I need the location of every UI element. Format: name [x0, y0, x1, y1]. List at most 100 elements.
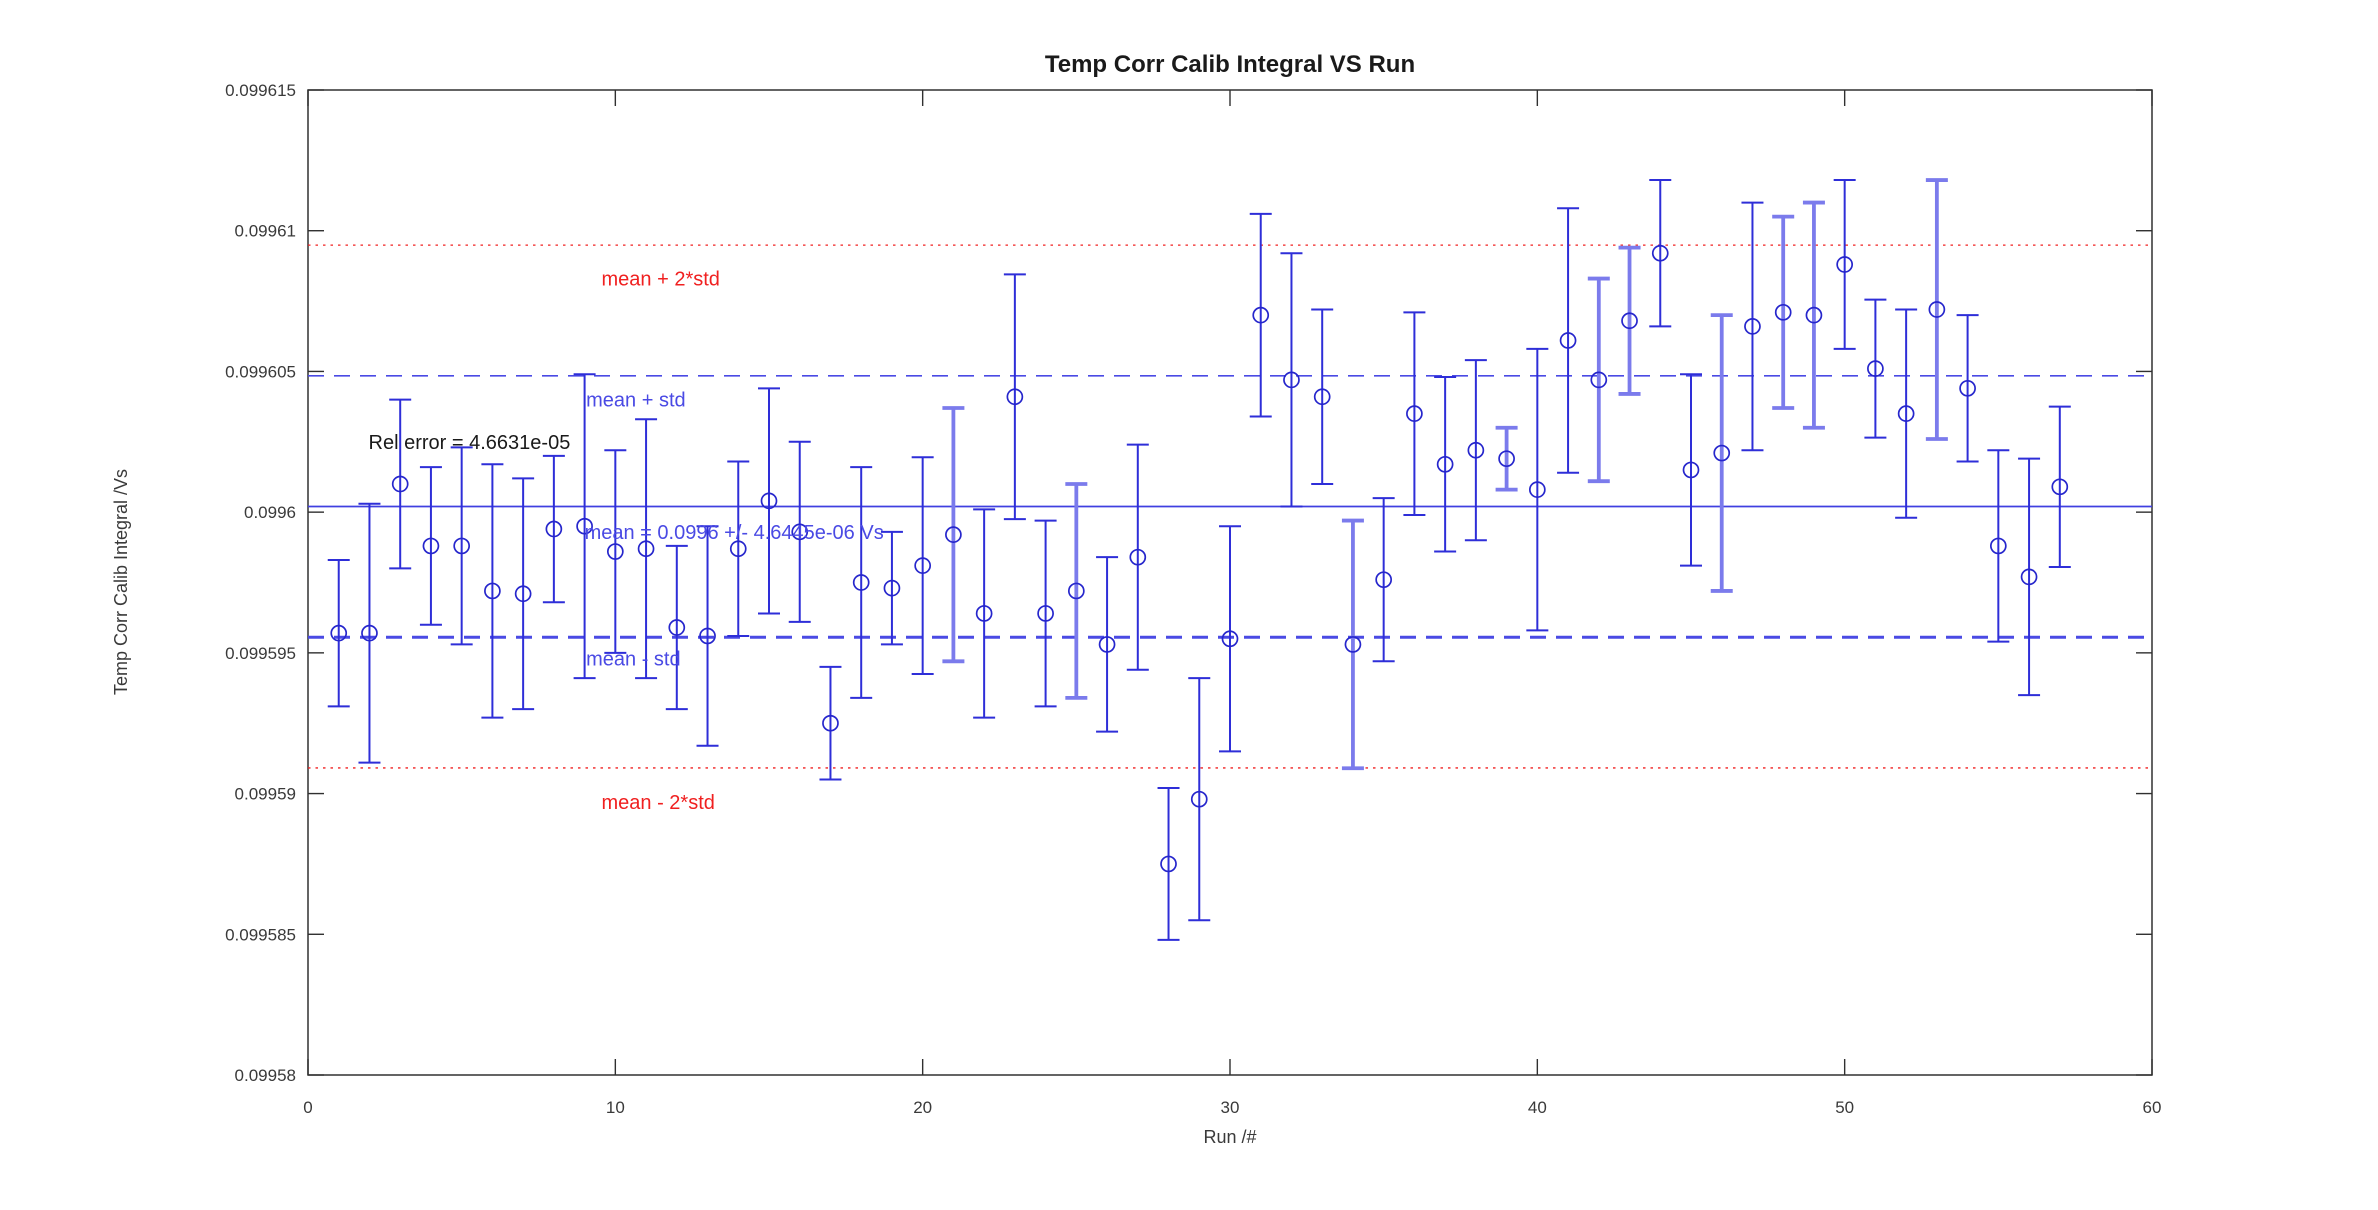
data-point-run-18: [852, 574, 870, 591]
errorbar-run-45: [1680, 373, 1702, 567]
data-point-run-45: [1682, 461, 1700, 479]
errorbar-run-9: [573, 373, 596, 680]
data-point-run-10: [606, 543, 624, 560]
data-point-run-36: [1406, 405, 1423, 422]
errorbar-run-49: [1802, 200, 1825, 430]
x-tick-label: 50: [1835, 1098, 1854, 1117]
errorbar-run-48: [1772, 214, 1795, 410]
x-tick-label: 60: [2143, 1098, 2162, 1117]
errorbar-run-28: [1157, 786, 1180, 941]
data-point-run-37: [1436, 455, 1454, 473]
data-point-run-47: [1744, 318, 1761, 335]
errorbar-run-53: [1925, 178, 1948, 441]
errorbar-run-52: [1895, 308, 1918, 519]
data-point-run-34: [1344, 636, 1362, 653]
y-tick-label: 0.099605: [225, 362, 296, 381]
x-tick-label: 40: [1528, 1098, 1547, 1117]
errorbar-run-10: [604, 449, 627, 654]
data-point-run-6: [484, 582, 501, 600]
data-point-run-15: [760, 492, 778, 510]
data-point-run-9: [576, 517, 593, 535]
data-point-run-41: [1559, 332, 1577, 349]
errorbar-run-8: [542, 454, 565, 604]
y-tick-label: 0.099595: [225, 644, 296, 663]
errorbar-run-33: [1311, 308, 1334, 485]
errorbar-run-32: [1280, 252, 1303, 508]
errorbar-run-14: [727, 460, 750, 637]
y-axis-label: Temp Corr Calib Integral /Vs: [111, 469, 131, 695]
data-point-run-32: [1283, 371, 1300, 389]
errorbar-run-16: [788, 440, 811, 623]
data-point-run-30: [1221, 630, 1239, 648]
errorbar-run-35: [1372, 497, 1395, 663]
data-point-run-14: [729, 540, 747, 558]
data-point-run-28: [1160, 855, 1177, 873]
y-tick-label: 0.09961: [235, 222, 296, 241]
errorbar-run-31: [1249, 212, 1272, 418]
y-tick-label: 0.09958: [235, 1066, 296, 1085]
errorbar-run-18: [850, 466, 873, 699]
data-point-run-25: [1067, 582, 1085, 600]
errorbar-run-44: [1649, 179, 1672, 328]
errorbar-run-42: [1587, 276, 1610, 484]
y-tick-label: 0.09959: [235, 785, 296, 804]
errorbar-run-41: [1557, 207, 1580, 474]
errorbar-run-38: [1464, 359, 1487, 542]
data-point-run-55: [1989, 537, 2007, 555]
data-point-run-46: [1713, 444, 1731, 462]
data-point-run-4: [422, 537, 440, 555]
errorbar-run-36: [1403, 311, 1426, 516]
data-point-run-53: [1928, 301, 1946, 318]
data-point-run-40: [1528, 481, 1546, 498]
data-point-run-33: [1313, 388, 1331, 406]
data-point-run-35: [1375, 571, 1393, 589]
mean-minus-std-label: mean - std: [586, 648, 680, 670]
data-point-run-56: [2020, 568, 2038, 586]
data-point-run-21: [945, 526, 962, 544]
data-point-run-17: [822, 714, 839, 732]
errorbar-run-29: [1188, 677, 1211, 922]
errorbar-run-20: [911, 456, 934, 675]
errorbar-run-50: [1833, 179, 1856, 350]
errorbar-run-15: [758, 387, 780, 615]
data-point-run-3: [391, 475, 409, 493]
data-point-run-1: [330, 624, 348, 642]
x-tick-label: 10: [606, 1098, 625, 1117]
errorbar-run-46: [1710, 313, 1733, 593]
errorbar-run-26: [1096, 556, 1119, 733]
data-point-run-51: [1867, 360, 1884, 377]
errorbar-run-11: [635, 418, 658, 680]
errorbar-run-5: [450, 446, 473, 646]
errorbar-run-2: [358, 502, 381, 764]
mean-plus-2std-label: mean + 2*std: [602, 269, 720, 291]
errorbar-run-54: [1956, 314, 1979, 463]
x-axis-label: Run /#: [1203, 1127, 1256, 1147]
data-point-run-13: [699, 627, 716, 645]
errorbar-run-56: [2018, 457, 2041, 697]
errorbar-run-1: [327, 558, 350, 708]
data-point-run-48: [1774, 303, 1792, 321]
errorbar-run-6: [481, 463, 504, 719]
errorbar-run-55: [1987, 449, 2010, 643]
errorbar-run-17: [819, 665, 842, 781]
errorbar-run-30: [1219, 525, 1241, 753]
errorbar-run-13: [696, 525, 719, 747]
errorbar-run-19: [880, 530, 903, 646]
data-point-run-50: [1836, 256, 1854, 273]
errorbar-run-39: [1495, 425, 1518, 492]
errorbar-run-3: [389, 398, 412, 570]
errorbar-run-51: [1864, 298, 1887, 439]
data-point-run-23: [1006, 388, 1024, 406]
errorbar-run-12: [665, 544, 688, 711]
data-point-run-11: [637, 540, 655, 558]
errorbar-run-7: [512, 477, 535, 711]
data-point-run-31: [1252, 306, 1270, 324]
plot-title: Temp Corr Calib Integral VS Run: [1045, 51, 1415, 78]
data-point-run-12: [668, 619, 686, 636]
data-point-run-7: [514, 585, 532, 603]
errorbar-run-22: [973, 508, 996, 719]
errorbar-run-4: [419, 466, 442, 626]
errorbar-run-34: [1341, 518, 1364, 771]
data-point-run-2: [361, 624, 378, 642]
x-tick-label: 20: [913, 1098, 932, 1117]
